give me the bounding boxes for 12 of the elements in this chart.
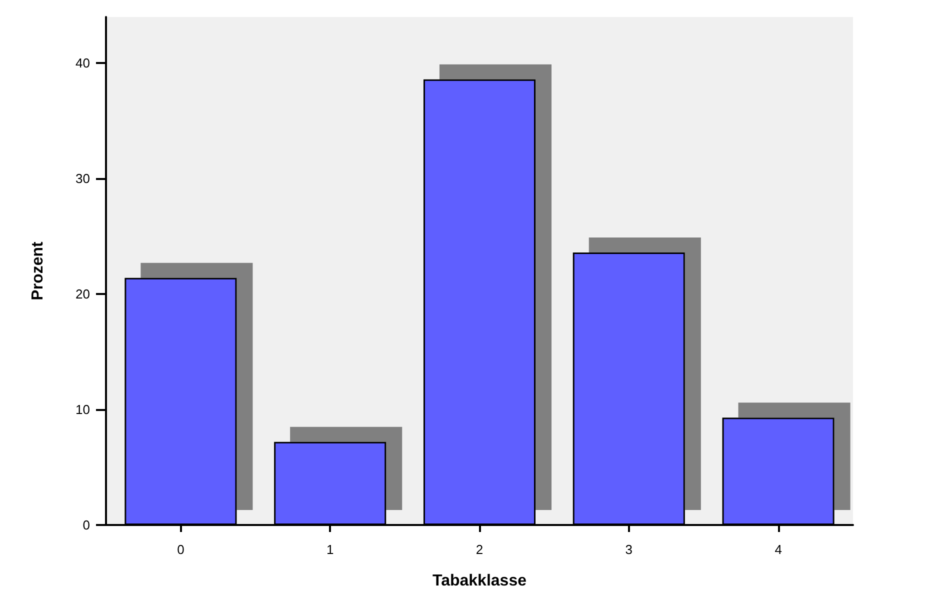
y-axis-title: Prozent (30, 240, 46, 300)
x-axis-title: Tabakklasse (432, 572, 527, 590)
y-tick-label: 10 (76, 402, 90, 418)
y-tick-label: 30 (76, 171, 90, 186)
x-tick-label: 0 (177, 542, 184, 557)
x-tick-label: 2 (476, 542, 484, 557)
y-tick-label: 0 (82, 518, 90, 532)
y-tick-label: 20 (76, 286, 90, 302)
x-tick-label: 1 (326, 542, 334, 557)
x-tick-label: 4 (774, 542, 782, 557)
x-tick-label: 3 (625, 542, 633, 557)
y-tick-label: 40 (76, 56, 90, 71)
